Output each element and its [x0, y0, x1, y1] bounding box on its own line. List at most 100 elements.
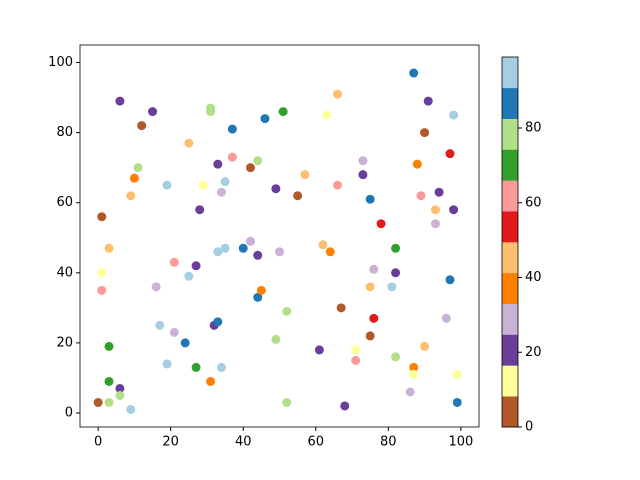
point: [449, 205, 459, 215]
point: [213, 317, 223, 327]
point: [369, 264, 379, 274]
point: [271, 334, 281, 344]
colorbar-frame: [501, 56, 519, 428]
point: [376, 219, 386, 229]
point: [169, 257, 179, 267]
point: [365, 282, 375, 292]
point: [260, 114, 270, 124]
point: [420, 341, 430, 351]
point: [253, 250, 263, 260]
colorbar-band: [502, 149, 518, 181]
point: [155, 320, 165, 330]
point: [227, 124, 237, 134]
point: [216, 362, 226, 372]
point: [191, 261, 201, 271]
colorbar-band: [502, 242, 518, 274]
point: [293, 191, 303, 201]
point: [227, 152, 237, 162]
point: [351, 355, 361, 365]
point: [387, 282, 397, 292]
point: [365, 331, 375, 341]
point: [115, 390, 125, 400]
colorbar-tick-label: 40: [525, 270, 542, 285]
point: [97, 212, 107, 222]
point: [206, 107, 216, 117]
plot-frame: [79, 44, 480, 428]
colorbar-tick-label: 60: [525, 195, 542, 210]
point: [416, 191, 426, 201]
point: [365, 194, 375, 204]
point: [151, 282, 161, 292]
point: [93, 397, 103, 407]
point: [325, 247, 335, 257]
x-tick-label: 60: [307, 435, 324, 450]
point: [314, 345, 324, 355]
point: [358, 170, 368, 180]
colorbar-band: [502, 87, 518, 119]
point: [256, 285, 266, 295]
point: [253, 156, 263, 166]
point: [282, 306, 292, 316]
point: [162, 359, 172, 369]
y-tick-label: 20: [56, 335, 73, 350]
colorbar-tick-label: 20: [525, 345, 542, 360]
y-tick-label: 0: [65, 405, 73, 420]
point: [253, 292, 263, 302]
point: [213, 247, 223, 257]
colorbar-tick-label: 0: [525, 420, 533, 435]
point: [238, 243, 248, 253]
point: [195, 205, 205, 215]
point: [336, 303, 346, 313]
point: [148, 107, 158, 117]
y-tick-label: 40: [56, 265, 73, 280]
point: [430, 219, 440, 229]
point: [333, 180, 343, 190]
colorbar-band: [502, 334, 518, 366]
colorbar-band: [502, 57, 518, 89]
point: [278, 107, 288, 117]
point: [405, 387, 415, 397]
colorbar-band: [502, 180, 518, 212]
point: [126, 191, 136, 201]
point: [129, 173, 139, 183]
point: [391, 268, 401, 278]
colorbar-tick-label: 80: [525, 121, 542, 136]
point: [213, 159, 223, 169]
point: [409, 369, 419, 379]
colorbar-band: [502, 396, 518, 428]
colorbar-band: [502, 303, 518, 335]
point: [184, 271, 194, 281]
point: [133, 163, 143, 173]
point: [452, 397, 462, 407]
point: [409, 68, 419, 78]
colorbar-band: [502, 365, 518, 397]
point: [180, 338, 190, 348]
x-tick-label: 0: [94, 435, 102, 450]
colorbar-band: [502, 272, 518, 304]
colorbar-band: [502, 211, 518, 243]
point: [216, 187, 226, 197]
point: [206, 376, 216, 386]
point: [412, 159, 422, 169]
point: [300, 170, 310, 180]
point: [409, 362, 419, 372]
point: [452, 369, 462, 379]
y-tick-label: 100: [48, 55, 73, 70]
point: [184, 138, 194, 148]
point: [104, 243, 114, 253]
point: [340, 401, 350, 411]
y-tick-label: 60: [56, 195, 73, 210]
point: [391, 352, 401, 362]
point: [137, 121, 147, 131]
point: [271, 184, 281, 194]
x-tick-label: 100: [448, 435, 473, 450]
point: [282, 397, 292, 407]
point: [351, 345, 361, 355]
x-tick-label: 20: [162, 435, 179, 450]
point: [445, 149, 455, 159]
point: [333, 89, 343, 99]
point: [104, 341, 114, 351]
point: [220, 177, 230, 187]
point: [318, 240, 328, 250]
